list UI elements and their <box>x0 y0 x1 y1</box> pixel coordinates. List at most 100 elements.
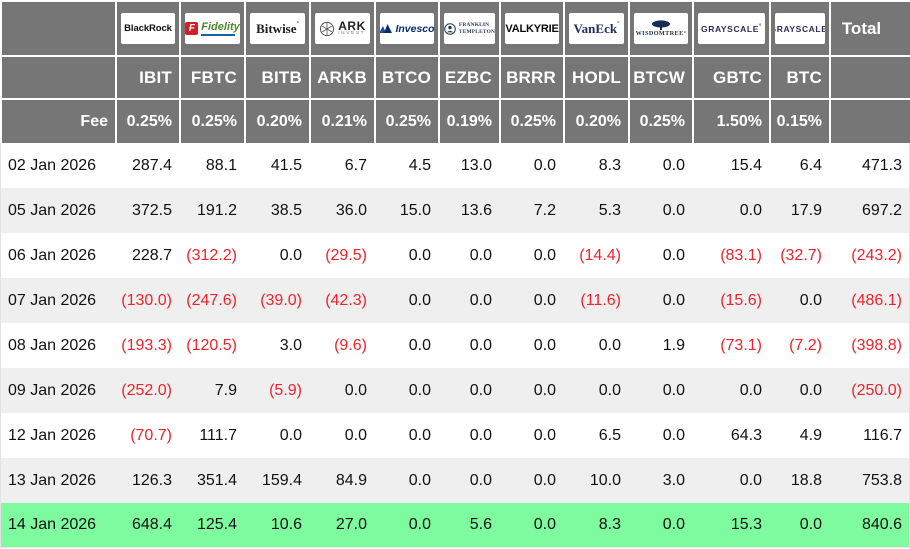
date-cell: 12 Jan 2026 <box>0 413 115 458</box>
flow-row: 13 Jan 2026 126.3 351.4 159.4 84.9 0.0 0.0 0.0 1… <box>0 458 910 503</box>
flow-value-arkb: 27.0 <box>309 503 374 548</box>
flow-value-btcw: 0.0 <box>628 503 692 548</box>
ticker-header-btcw: BTCW <box>628 55 692 98</box>
fee-value-ibit: 0.25% <box>115 98 179 143</box>
total-header: Total <box>829 0 910 55</box>
flow-value-arkb: 6.7 <box>309 143 374 188</box>
franklin-templeton-logo: FRANKLIN TEMPLETON <box>444 13 495 44</box>
flow-value-bitb: 41.5 <box>244 143 309 188</box>
flow-row: 05 Jan 2026 372.5 191.2 38.5 36.0 15.0 13.6 7.2… <box>0 188 910 233</box>
flow-value-ibit: (130.0) <box>115 278 179 323</box>
ticker-header-bitb: BITB <box>244 55 309 98</box>
flow-value-brrr: 0.0 <box>499 368 563 413</box>
flow-value-fbtc: 7.9 <box>179 368 244 413</box>
flow-value-ezbc: 5.6 <box>438 503 499 548</box>
flow-value-fbtc: 125.4 <box>179 503 244 548</box>
flow-value-btco: 0.0 <box>374 323 438 368</box>
date-cell: 07 Jan 2026 <box>0 278 115 323</box>
ticker-header-btc: BTC <box>769 55 829 98</box>
vaneck-logo: VanEck° <box>569 13 624 44</box>
flow-value-arkb: 0.0 <box>309 413 374 458</box>
flow-row: 08 Jan 2026 (193.3) (120.5) 3.0 (9.6) 0.0 0.0 0… <box>0 323 910 368</box>
flow-value-ezbc: 13.0 <box>438 143 499 188</box>
flow-value-bitb: (5.9) <box>244 368 309 413</box>
flow-value-ibit: (252.0) <box>115 368 179 413</box>
flow-value-btcw: 0.0 <box>628 368 692 413</box>
fee-value-fbtc: 0.25% <box>179 98 244 143</box>
flow-value-ibit: 648.4 <box>115 503 179 548</box>
flow-value-arkb: 36.0 <box>309 188 374 233</box>
flow-row: 07 Jan 2026 (130.0) (247.6) (39.0) (42.3) 0.0… <box>0 278 910 323</box>
fee-value-gbtc: 1.50% <box>692 98 769 143</box>
issuer-logo-cell-bitb: Bitwise° <box>244 0 309 55</box>
flow-value-fbtc: 88.1 <box>179 143 244 188</box>
flow-value-arkb: 84.9 <box>309 458 374 503</box>
fee-value-ezbc: 0.19% <box>438 98 499 143</box>
date-cell: 06 Jan 2026 <box>0 233 115 278</box>
ticker-header-ezbc: EZBC <box>438 55 499 98</box>
ark-circle-icon <box>320 21 335 36</box>
date-cell: 08 Jan 2026 <box>0 323 115 368</box>
flow-value-ezbc: 0.0 <box>438 368 499 413</box>
date-cell: 02 Jan 2026 <box>0 143 115 188</box>
flow-value-ezbc: 0.0 <box>438 323 499 368</box>
flow-value-btco: 0.0 <box>374 233 438 278</box>
flow-value-brrr: 0.0 <box>499 503 563 548</box>
total-value: 116.7 <box>829 413 910 458</box>
flow-value-bitb: 3.0 <box>244 323 309 368</box>
flow-value-arkb: 0.0 <box>309 368 374 413</box>
flow-value-bitb: 0.0 <box>244 413 309 458</box>
total-value: (250.0) <box>829 368 910 413</box>
date-cell: 13 Jan 2026 <box>0 458 115 503</box>
flow-value-bitb: 10.6 <box>244 503 309 548</box>
flow-value-hodl: 8.3 <box>563 503 628 548</box>
flow-value-btcw: 0.0 <box>628 413 692 458</box>
total-value: (243.2) <box>829 233 910 278</box>
flow-value-hodl: (11.6) <box>563 278 628 323</box>
flow-value-btcw: 0.0 <box>628 188 692 233</box>
grayscale-logo: GRAYSCALE° <box>775 13 825 44</box>
fee-value-btco: 0.25% <box>374 98 438 143</box>
flow-value-hodl: 8.3 <box>563 143 628 188</box>
total-fee-blank <box>829 98 910 143</box>
fee-value-brrr: 0.25% <box>499 98 563 143</box>
invesco-logo: Invesco <box>380 13 434 44</box>
flow-value-brrr: 0.0 <box>499 458 563 503</box>
flow-value-fbtc: 111.7 <box>179 413 244 458</box>
blackrock-logo: BlackRock <box>121 13 175 44</box>
flow-value-brrr: 7.2 <box>499 188 563 233</box>
fidelity-f-icon: F <box>185 22 199 35</box>
fee-value-arkb: 0.21% <box>309 98 374 143</box>
ticker-header-gbtc: GBTC <box>692 55 769 98</box>
flow-value-btco: 0.0 <box>374 413 438 458</box>
flow-value-gbtc: 15.4 <box>692 143 769 188</box>
flow-value-gbtc: 0.0 <box>692 458 769 503</box>
wisdomtree-tree-icon <box>652 20 670 30</box>
total-ticker-blank <box>829 55 910 98</box>
flow-value-bitb: 0.0 <box>244 233 309 278</box>
ticker-header-fbtc: FBTC <box>179 55 244 98</box>
date-cell: 09 Jan 2026 <box>0 368 115 413</box>
flow-row: 12 Jan 2026 (70.7) 111.7 0.0 0.0 0.0 0.0 0.0 6.5… <box>0 413 910 458</box>
ticker-header-brrr: BRRR <box>499 55 563 98</box>
flow-value-fbtc: (312.2) <box>179 233 244 278</box>
fee-value-hodl: 0.20% <box>563 98 628 143</box>
flow-value-btco: 0.0 <box>374 368 438 413</box>
wisdomtree-logo: WISDOMTREE° <box>634 13 688 44</box>
flow-row: 02 Jan 2026 287.4 88.1 41.5 6.7 4.5 13.0 0.0 8.3… <box>0 143 910 188</box>
flow-value-brrr: 0.0 <box>499 413 563 458</box>
flow-value-gbtc: 0.0 <box>692 188 769 233</box>
flow-value-btc: 0.0 <box>769 503 829 548</box>
flow-value-bitb: (39.0) <box>244 278 309 323</box>
flow-value-btco: 15.0 <box>374 188 438 233</box>
flow-value-hodl: 0.0 <box>563 323 628 368</box>
fidelity-bar-icon <box>201 33 236 36</box>
issuer-logo-row: BlackRock F Fidelity Bitwise° ARK INVEST Inves… <box>0 0 910 55</box>
flow-value-btco: 0.0 <box>374 278 438 323</box>
flow-value-btcw: 1.9 <box>628 323 692 368</box>
issuer-logo-cell-btcw: WISDOMTREE° <box>628 0 692 55</box>
flow-row: 14 Jan 2026 648.4 125.4 10.6 27.0 0.0 5.6 0.0 8.… <box>0 503 910 548</box>
ticker-row: IBIT FBTC BITB ARKB BTCO EZBC BRRR HODL BTCW GBTC… <box>0 55 910 98</box>
invesco-mountain-icon <box>380 24 393 33</box>
